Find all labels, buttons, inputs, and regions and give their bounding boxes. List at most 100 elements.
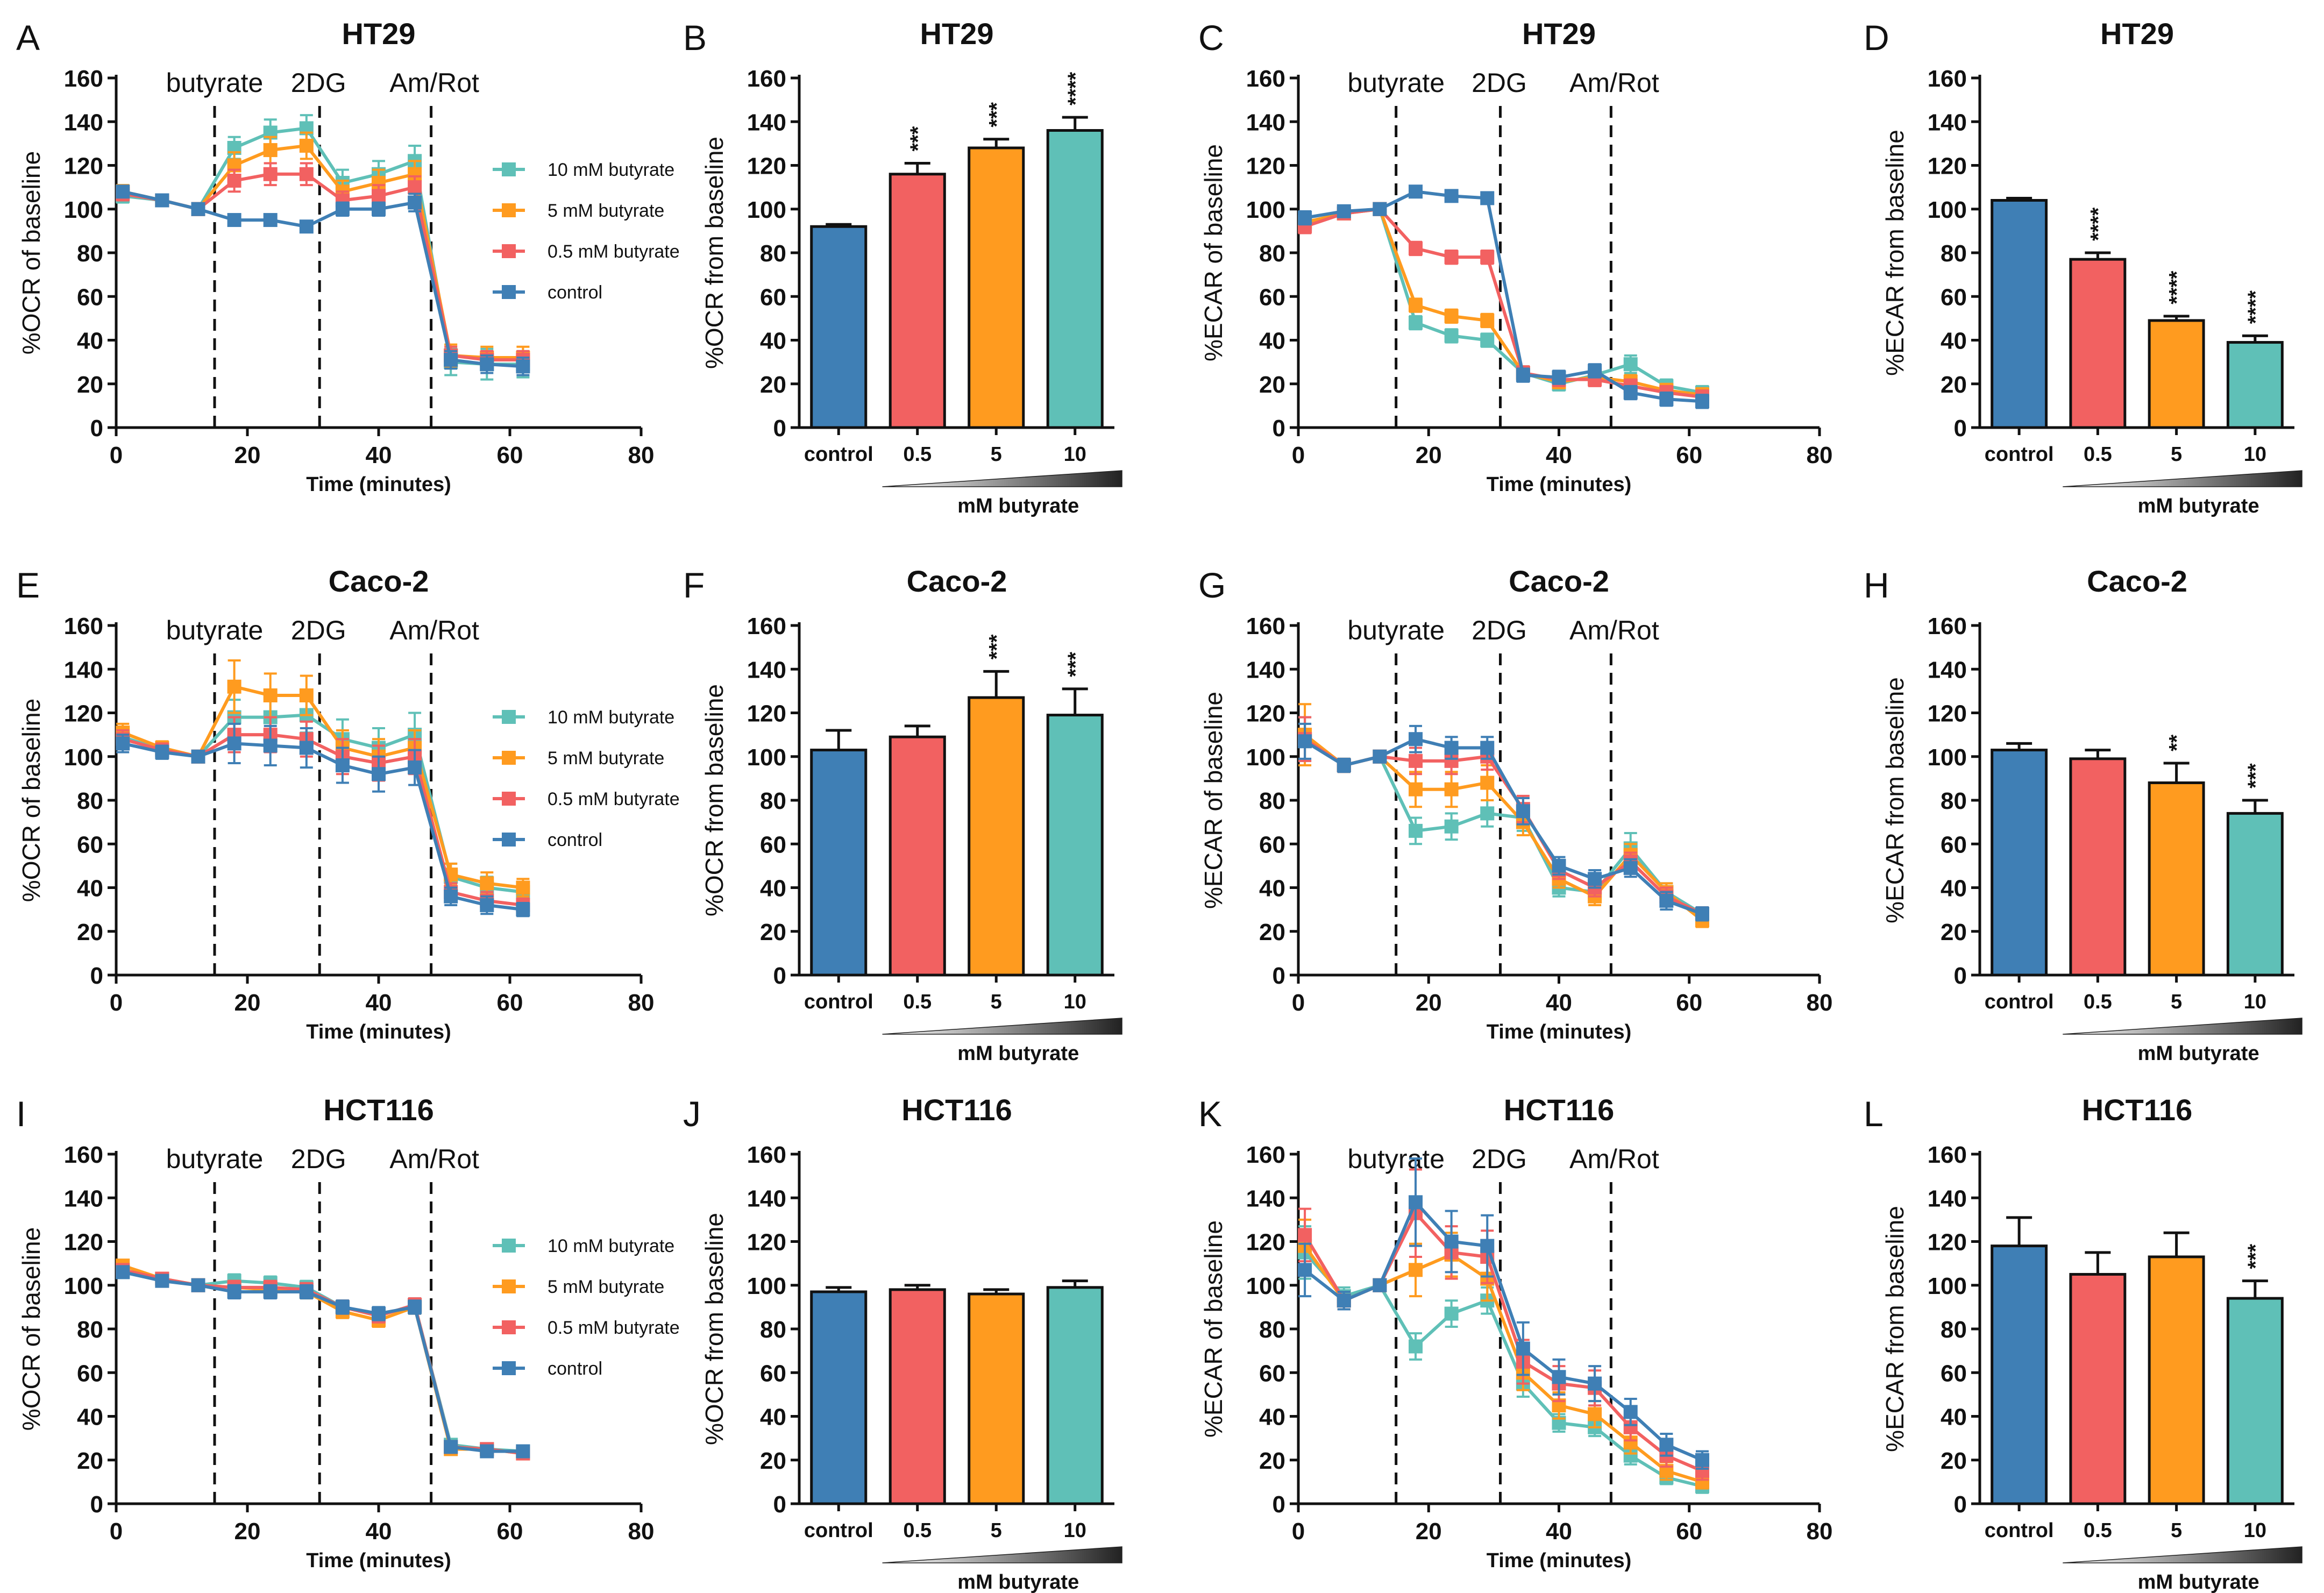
- panel-title: HCT116: [323, 1093, 433, 1127]
- y-tick-label: 40: [760, 1404, 786, 1431]
- data-point: [1298, 211, 1312, 225]
- y-axis-label: %ECAR from baseline: [1881, 677, 1909, 923]
- series-0.5: [116, 162, 530, 370]
- bar: [810, 1290, 868, 1505]
- data-point: [1409, 298, 1423, 312]
- x-tick-label: control: [1985, 443, 2054, 466]
- injection-label: Am/Rot: [1569, 615, 1659, 645]
- data-point: [1298, 1263, 1312, 1277]
- x-tick-label: 80: [628, 442, 655, 468]
- y-tick-label: 140: [64, 657, 103, 683]
- y-tick-label: 100: [1246, 197, 1285, 223]
- data-point: [444, 353, 458, 367]
- bar-group: [810, 1286, 868, 1505]
- y-tick-label: 160: [1928, 613, 1967, 639]
- significance-label: ***: [985, 102, 1008, 127]
- data-point: [372, 189, 386, 203]
- data-point: [191, 1278, 205, 1292]
- bar-group: [2226, 334, 2284, 429]
- x-tick-label: 0: [110, 442, 123, 468]
- x-tick-label: 20: [234, 442, 261, 468]
- y-tick-label: 140: [1246, 657, 1285, 683]
- y-tick-label: 120: [1928, 153, 1967, 180]
- series-10: [116, 114, 530, 381]
- y-tick-label: 120: [747, 153, 786, 180]
- injection-label: 2DG: [291, 615, 346, 645]
- panel-C: C 0 20 40 60 80 100 120 140 160 %ECAR of baseline H…: [1198, 17, 1832, 496]
- panel-title: HT29: [920, 17, 994, 51]
- data-point: [299, 219, 314, 234]
- series-line: [122, 1270, 523, 1453]
- y-tick-label: 60: [1259, 1360, 1285, 1386]
- x-tick-label: control: [804, 991, 873, 1013]
- dose-axis-label: mM butyrate: [957, 495, 1079, 517]
- injection-label: butyrate: [166, 68, 264, 98]
- y-axis-label: %ECAR from baseline: [1881, 1206, 1909, 1452]
- data-point: [1659, 1438, 1674, 1452]
- x-axis-label: Time (minutes): [306, 1021, 451, 1043]
- x-tick-label: 80: [628, 990, 655, 1016]
- dose-gradient-wedge: [882, 470, 1122, 487]
- y-tick-label: 20: [760, 372, 786, 398]
- y-tick-label: 80: [1941, 788, 1967, 814]
- data-point: [516, 880, 530, 895]
- x-tick-label: 5: [2171, 991, 2182, 1013]
- bar: [968, 696, 1025, 977]
- significance-label: ***: [2244, 1243, 2268, 1269]
- series-10: [1298, 202, 1709, 401]
- injection-label: butyrate: [166, 615, 264, 645]
- data-point: [1373, 202, 1387, 216]
- y-tick-label: 80: [760, 788, 786, 814]
- bar-group: [810, 223, 868, 429]
- y-tick-label: 0: [1954, 1491, 1967, 1518]
- legend-swatch-marker: [502, 162, 516, 176]
- y-tick-label: 0: [773, 415, 786, 442]
- y-tick-label: 0: [90, 1491, 103, 1518]
- bar-group: [1046, 687, 1104, 977]
- y-tick-label: 60: [77, 1360, 103, 1386]
- data-point: [299, 167, 314, 181]
- legend-label: 0.5 mM butyrate: [548, 1318, 680, 1338]
- y-tick-label: 60: [1941, 1360, 1967, 1386]
- y-tick-label: 100: [1246, 744, 1285, 771]
- data-point: [372, 1306, 386, 1321]
- data-point: [444, 889, 458, 904]
- x-tick-label: 60: [1676, 1518, 1702, 1545]
- legend-swatch-marker: [502, 1279, 516, 1293]
- legend: 10 mM butyrate 5 mM butyrate 0.5 mM butyra…: [493, 160, 680, 303]
- data-point: [1516, 804, 1530, 819]
- legend-swatch-marker: [502, 833, 516, 847]
- injection-label: butyrate: [1347, 615, 1445, 645]
- x-tick-label: 20: [1416, 442, 1442, 468]
- y-axis-label: %ECAR from baseline: [1881, 130, 1909, 376]
- panel-letter: I: [16, 1094, 26, 1134]
- bar: [968, 1292, 1025, 1505]
- x-tick-label: 0: [1292, 442, 1305, 468]
- y-tick-label: 140: [1928, 109, 1967, 136]
- panel-title: Caco-2: [2087, 564, 2187, 598]
- bar: [968, 146, 1025, 429]
- data-point: [1373, 1278, 1387, 1292]
- injection-label: 2DG: [291, 68, 346, 98]
- injection-label: Am/Rot: [389, 68, 479, 98]
- series-10: [116, 696, 530, 902]
- bar-group: [968, 1288, 1025, 1505]
- y-tick-label: 40: [1941, 1404, 1967, 1431]
- data-point: [372, 767, 386, 781]
- y-axis-label: %OCR of baseline: [17, 699, 45, 902]
- legend-swatch-marker: [502, 751, 516, 765]
- x-tick-label: 0: [110, 990, 123, 1016]
- data-point: [116, 1265, 130, 1279]
- data-point: [1444, 329, 1459, 343]
- y-tick-label: 120: [1246, 1229, 1285, 1256]
- data-point: [516, 359, 530, 374]
- series-line: [1303, 1244, 1703, 1484]
- bar: [1046, 129, 1104, 429]
- data-point: [1695, 907, 1709, 921]
- panel-title: HT29: [2100, 17, 2174, 51]
- panel-title: HCT116: [901, 1093, 1012, 1127]
- x-tick-label: 10: [2244, 991, 2266, 1013]
- y-axis-label: %ECAR of baseline: [1199, 692, 1227, 909]
- legend-swatch-marker: [502, 1361, 516, 1375]
- data-point: [299, 1284, 314, 1299]
